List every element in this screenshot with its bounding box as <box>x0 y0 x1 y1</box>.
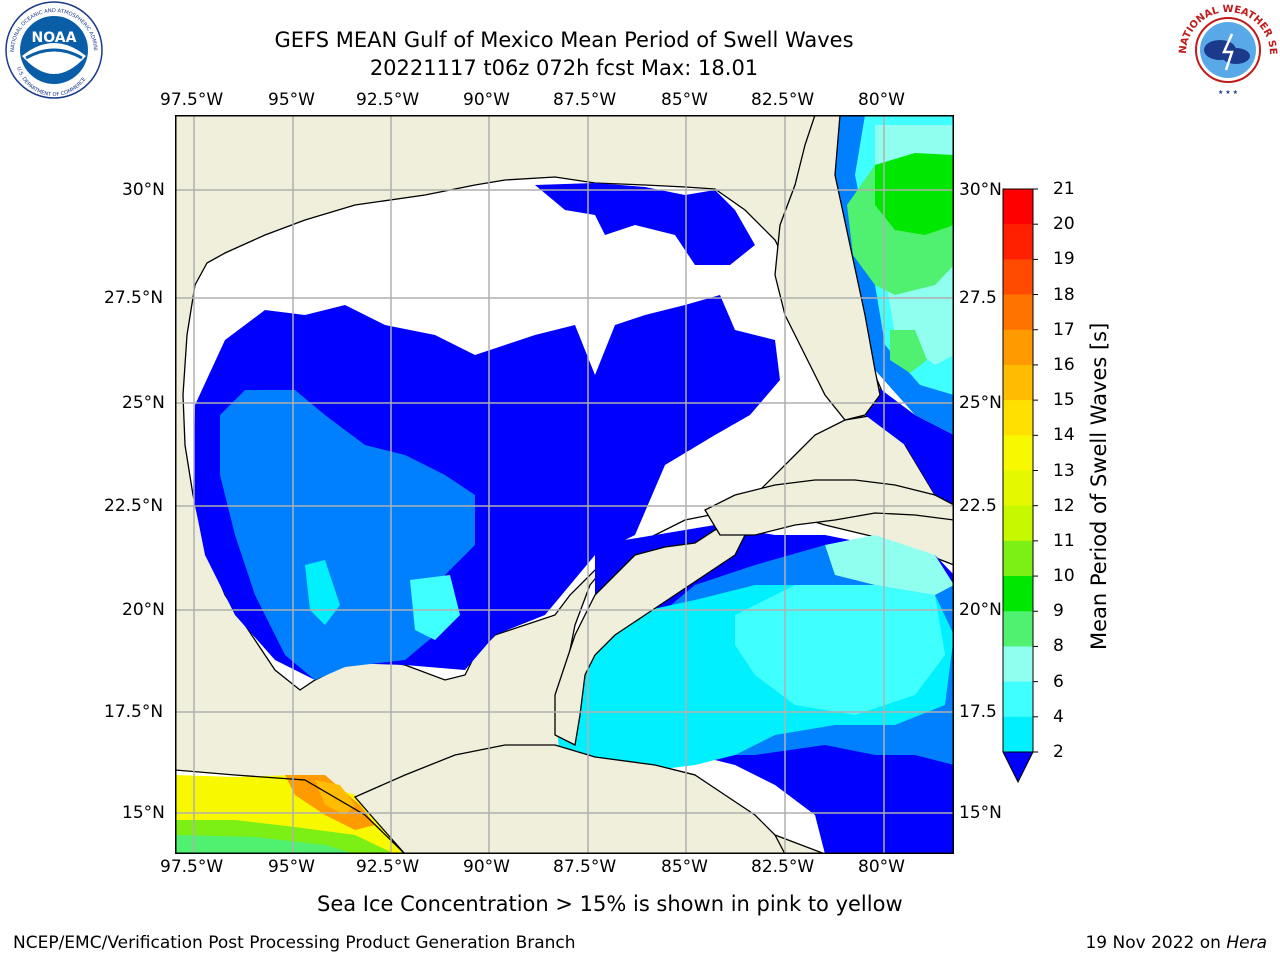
lon-label-bottom: 82.5°W <box>751 857 815 877</box>
cuba <box>704 479 954 536</box>
colorbar-tick-label: 8 <box>1053 636 1064 657</box>
lon-label-bottom: 90°W <box>463 857 510 877</box>
colorbar-segment <box>1003 681 1033 718</box>
colorbar-segment <box>1003 435 1033 471</box>
colorbar-tick-label: 17 <box>1053 319 1075 340</box>
lon-label-bottom: 95°W <box>268 857 315 877</box>
gridlines <box>175 115 954 854</box>
field-atlantic-green-2 <box>875 153 954 235</box>
footer-date: 19 Nov 2022 on <box>1085 933 1227 953</box>
noaa-logo-text: NOAA <box>32 30 77 46</box>
footer-host: Hera <box>1226 933 1267 953</box>
field-caribbean-lightcyan <box>735 585 945 715</box>
lon-label-top: 97.5°W <box>160 90 224 110</box>
colorbar-segment <box>1003 329 1033 366</box>
lat-label-left: 27.5°N <box>104 288 164 308</box>
colorbar-segment <box>1003 400 1033 436</box>
colorbar-tick-marks <box>1033 188 1038 753</box>
svg-text:★ ★ ★: ★ ★ ★ <box>1218 89 1238 96</box>
colorbar-segment <box>1003 259 1033 296</box>
lon-label-bottom: 85°W <box>661 857 708 877</box>
lon-label-bottom: 87.5°W <box>553 857 617 877</box>
colorbar-tick-label: 13 <box>1053 460 1075 481</box>
field-pacific-green-2 <box>175 835 355 854</box>
map-frame <box>175 115 954 854</box>
map-title: GEFS MEAN Gulf of Mexico Mean Period of … <box>274 28 854 52</box>
colorbar-segment <box>1003 505 1033 542</box>
colorbar-extend-triangle <box>1002 751 1034 784</box>
colorbar <box>1002 188 1038 784</box>
lon-label-top: 87.5°W <box>553 90 617 110</box>
field-atlantic-green-3 <box>890 330 927 373</box>
lat-label-left: 22.5°N <box>104 496 164 516</box>
lon-label-top: 85°W <box>661 90 708 110</box>
colorbar-tick-label: 16 <box>1053 354 1075 375</box>
field-cyan-west <box>410 575 460 640</box>
mexico-west-coast <box>175 769 406 854</box>
lon-label-top: 95°W <box>268 90 315 110</box>
field-blue-west <box>220 390 475 680</box>
colorbar-label: Mean Period of Swell Waves [s] <box>1087 322 1111 650</box>
colorbar-tick-label: 4 <box>1053 706 1064 727</box>
colorbar-tick-label: 15 <box>1053 390 1075 411</box>
footer-right: 19 Nov 2022 on Hera <box>1085 933 1267 953</box>
lon-label-bottom: 97.5°W <box>160 857 224 877</box>
colorbar-tick-label: 11 <box>1053 530 1075 551</box>
lon-label-top: 90°W <box>463 90 510 110</box>
lat-label-left: 30°N <box>122 180 165 200</box>
map-subtitle: 20221117 t06z 072h fcst Max: 18.01 <box>369 56 759 80</box>
lat-label-right: 22.5 <box>959 496 997 516</box>
noaa-logo: NOAA NATIONAL OCEANIC AND ATMOSPHERIC AD… <box>2 0 103 99</box>
lat-label-right: 27.5 <box>959 288 997 308</box>
lon-label-bottom: 80°W <box>858 857 905 877</box>
lon-label-top: 82.5°W <box>751 90 815 110</box>
lon-label-top: 92.5°W <box>356 90 420 110</box>
colorbar-tick-label: 12 <box>1053 495 1075 516</box>
colorbar-tick-label: 10 <box>1053 566 1075 587</box>
colorbar-segment <box>1003 470 1033 507</box>
sea-ice-caption: Sea Ice Concentration > 15% is shown in … <box>317 892 903 916</box>
colorbar-segment <box>1003 716 1033 753</box>
colorbar-tick-label: 6 <box>1053 671 1064 692</box>
field-caribbean-pale <box>825 535 954 595</box>
lon-label-top: 80°W <box>858 90 905 110</box>
lon-label-bottom: 92.5°W <box>356 857 420 877</box>
lat-label-left: 25°N <box>122 393 165 413</box>
colorbar-tick-label: 21 <box>1053 179 1075 199</box>
colorbar-segment <box>1003 224 1033 260</box>
colorbar-segment <box>1003 611 1033 647</box>
field-dark-blue-north <box>535 183 755 265</box>
lat-label-left: 20°N <box>122 600 165 620</box>
colorbar-tick-label: 14 <box>1053 425 1075 446</box>
lat-label-right: 25°N <box>959 393 1002 413</box>
colorbar-segment <box>1003 364 1033 401</box>
colorbar-tick-label: 19 <box>1053 249 1075 270</box>
colorbar-segments <box>1003 189 1033 753</box>
colorbar-segment <box>1003 576 1033 612</box>
lat-label-right: 15°N <box>959 803 1002 823</box>
colorbar-label-wrap: Mean Period of Swell Waves [s] <box>1087 323 1113 660</box>
central-america <box>353 744 786 854</box>
map-panel <box>175 115 954 854</box>
lat-label-left: 17.5°N <box>104 702 164 722</box>
lat-label-right: 20°N <box>959 600 1002 620</box>
nws-logo: NATIONAL WEATHER SERVICE ★ ★ ★ <box>1176 0 1278 98</box>
colorbar-tick-label: 2 <box>1053 742 1064 762</box>
colorbar-segment <box>1003 189 1033 225</box>
lat-label-right: 17.5 <box>959 702 997 722</box>
footer-left: NCEP/EMC/Verification Post Processing Pr… <box>13 933 576 953</box>
colorbar-segment <box>1003 294 1033 331</box>
colorbar-tick-label: 20 <box>1053 214 1075 235</box>
colorbar-segment <box>1003 646 1033 683</box>
colorbar-tick-label: 18 <box>1053 284 1075 305</box>
lat-label-right: 30°N <box>959 180 1002 200</box>
field-cyan-west-2 <box>305 560 340 625</box>
colorbar-segment <box>1003 540 1033 577</box>
colorbar-tick-label: 9 <box>1053 601 1064 622</box>
lat-label-left: 15°N <box>122 803 165 823</box>
